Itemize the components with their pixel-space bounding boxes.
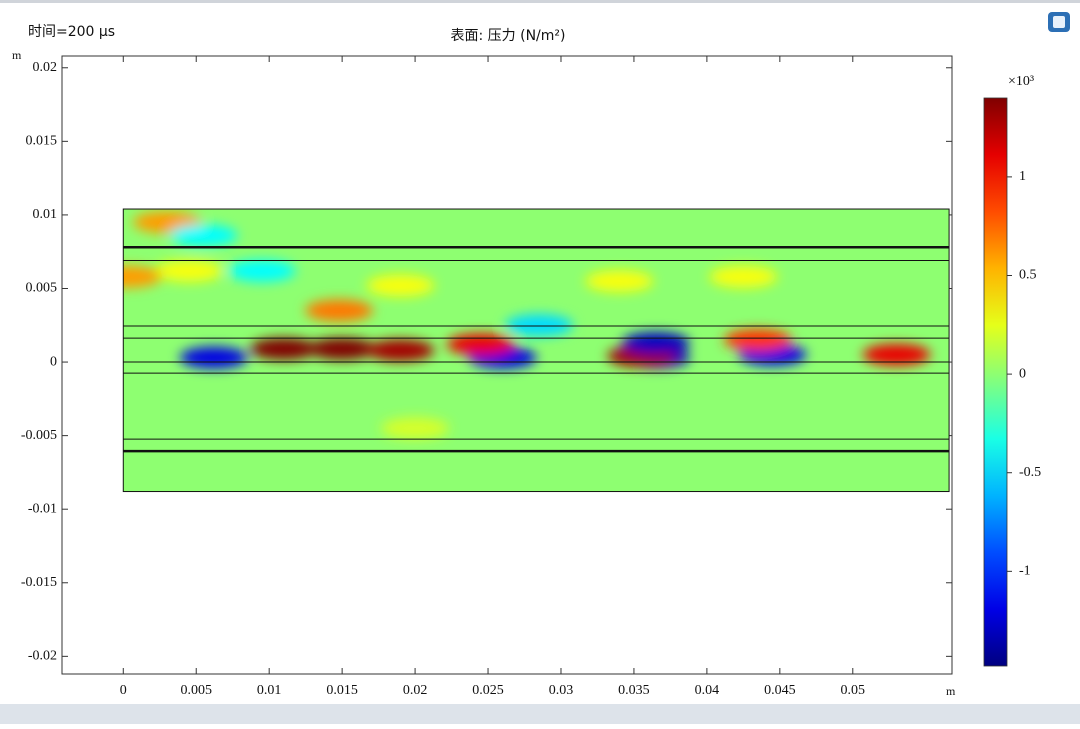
y-tick-label: -0.015 [21, 575, 57, 590]
y-tick-label: 0.015 [26, 134, 58, 149]
pressure-region [381, 417, 450, 440]
x-unit: m [946, 684, 956, 698]
x-tick-label: 0 [120, 683, 127, 698]
domain-background [123, 209, 950, 492]
x-tick-label: 0.035 [618, 683, 650, 698]
pressure-region [621, 331, 690, 354]
y-tick-label: -0.02 [28, 649, 57, 664]
pressure-region [862, 343, 931, 366]
bottom-bar [0, 704, 1080, 724]
top-border [0, 0, 1080, 3]
pressure-region [709, 265, 778, 288]
colorbar-label: ×10³ [1008, 74, 1034, 89]
y-tick-label: 0 [50, 354, 57, 369]
pressure-region [366, 339, 435, 362]
y-unit: m [12, 48, 22, 62]
x-tick-label: 0.01 [257, 683, 282, 698]
pressure-region [446, 333, 515, 356]
pressure-region [179, 346, 248, 369]
pressure-region [308, 337, 377, 360]
x-tick-label: 0.045 [764, 683, 796, 698]
pressure-region [366, 274, 435, 297]
pressure-region [305, 299, 374, 322]
field [123, 211, 931, 440]
pressure-region [154, 259, 223, 282]
colorbar-tick-label: 1 [1019, 169, 1026, 184]
x-tick-label: 0.05 [841, 683, 866, 698]
y-tick-label: -0.01 [28, 501, 57, 516]
x-tick-label: 0.015 [326, 683, 358, 698]
x-tick-label: 0.025 [472, 683, 504, 698]
x-tick-label: 0.03 [549, 683, 574, 698]
time-label: 时间=200 µs [28, 24, 115, 40]
pressure-region [169, 224, 238, 247]
pressure-region [585, 270, 654, 293]
x-tick-label: 0.005 [180, 683, 212, 698]
y-tick-label: -0.005 [21, 428, 57, 443]
colorbar-tick-label: -1 [1019, 564, 1031, 579]
pressure-region [249, 337, 318, 360]
colorbar-tick-label: -0.5 [1019, 465, 1041, 480]
pressure-region [123, 265, 162, 288]
pressure-region [723, 328, 792, 351]
y-tick-label: 0.005 [26, 281, 58, 296]
colorbar [983, 97, 1008, 667]
y-tick-label: 0.01 [33, 207, 58, 222]
pressure-region [505, 314, 574, 337]
colorbar-tick-label: 0.5 [1019, 268, 1037, 283]
plot-frame [61, 55, 953, 675]
app-icon-inner [1053, 16, 1065, 28]
x-tick-label: 0.02 [403, 683, 428, 698]
pressure-region [227, 259, 296, 282]
domain-outline [122, 208, 950, 493]
x-tick-label: 0.04 [695, 683, 720, 698]
chart-title: 表面: 压力 (N/m²) [451, 28, 566, 44]
y-tick-label: 0.02 [33, 60, 58, 75]
colorbar-tick-label: 0 [1019, 366, 1026, 381]
